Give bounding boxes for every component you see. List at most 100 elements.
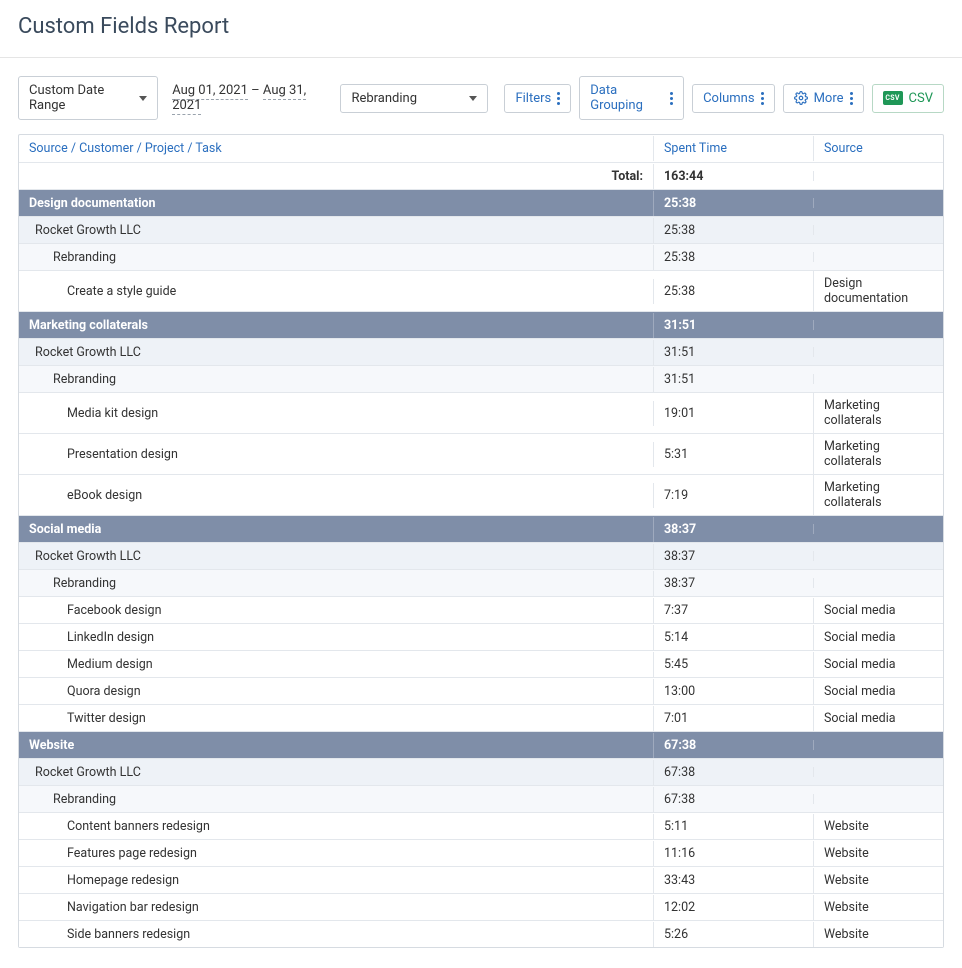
row-time: 25:38 [653,191,813,216]
task-row[interactable]: Media kit design19:01Marketing collatera… [19,392,943,433]
row-time: 12:02 [653,895,813,920]
total-source [813,171,943,181]
task-row[interactable]: Side banners redesign5:26Website [19,920,943,947]
row-name: Medium design [19,652,653,677]
row-source: Website [813,814,943,839]
gear-icon [794,91,808,105]
row-time: 38:37 [653,571,813,596]
date-mode-label: Custom Date Range [29,83,131,113]
row-name: Side banners redesign [19,922,653,947]
col-header-source[interactable]: Source [813,136,943,161]
more-button[interactable]: More [783,84,864,113]
row-time: 11:16 [653,841,813,866]
csv-icon: CSV [883,91,903,105]
row-source [813,252,943,262]
table-header: Source / Customer / Project / Task Spent… [19,135,943,162]
filter-value-select[interactable]: Rebranding [340,84,488,113]
row-time: 33:43 [653,868,813,893]
task-row[interactable]: Twitter design7:01Social media [19,704,943,731]
row-source: Social media [813,598,943,623]
row-source: Design documentation [813,271,943,311]
row-name: Content banners redesign [19,814,653,839]
more-vert-icon [557,92,560,105]
row-name: Features page redesign [19,841,653,866]
filters-label: Filters [515,91,551,106]
row-time: 25:38 [653,245,813,270]
task-row[interactable]: Facebook design7:37Social media [19,596,943,623]
row-name: Navigation bar redesign [19,895,653,920]
task-row[interactable]: eBook design7:19Marketing collaterals [19,474,943,515]
grouping-label: Data Grouping [590,83,664,113]
row-time: 31:51 [653,367,813,392]
more-label: More [814,91,844,106]
more-vert-icon [670,92,673,105]
customer-row[interactable]: Rocket Growth LLC31:51 [19,338,943,365]
task-row[interactable]: Homepage redesign33:43Website [19,866,943,893]
customer-row[interactable]: Rocket Growth LLC38:37 [19,542,943,569]
row-source: Social media [813,679,943,704]
date-mode-select[interactable]: Custom Date Range [18,76,158,120]
row-name: eBook design [19,483,653,508]
row-name: Rocket Growth LLC [19,340,653,365]
row-name: Media kit design [19,401,653,426]
row-name: Website [19,733,653,758]
row-source: Website [813,922,943,947]
row-time: 25:38 [653,218,813,243]
row-source: Social media [813,706,943,731]
group-row[interactable]: Marketing collaterals31:51 [19,311,943,338]
report-table: Source / Customer / Project / Task Spent… [18,134,944,948]
task-row[interactable]: Presentation design5:31Marketing collate… [19,433,943,474]
row-source [813,374,943,384]
page-title: Custom Fields Report [0,0,962,58]
customer-row[interactable]: Rocket Growth LLC67:38 [19,758,943,785]
customer-row[interactable]: Rocket Growth LLC25:38 [19,216,943,243]
data-grouping-button[interactable]: Data Grouping [579,76,684,120]
task-row[interactable]: Create a style guide25:38Design document… [19,270,943,311]
row-time: 7:19 [653,483,813,508]
row-source: Social media [813,652,943,677]
columns-label: Columns [703,91,755,106]
row-time: 7:37 [653,598,813,623]
project-row[interactable]: Rebranding38:37 [19,569,943,596]
col-header-time[interactable]: Spent Time [653,136,813,161]
project-row[interactable]: Rebranding67:38 [19,785,943,812]
filters-button[interactable]: Filters [504,84,571,113]
toolbar: Custom Date Range Aug 01, 2021 – Aug 31,… [0,58,962,134]
row-source [813,794,943,804]
col-header-name[interactable]: Source / Customer / Project / Task [19,136,653,161]
total-row: Total: 163:44 [19,162,943,189]
task-row[interactable]: Features page redesign11:16Website [19,839,943,866]
task-row[interactable]: Navigation bar redesign12:02Website [19,893,943,920]
row-time: 13:00 [653,679,813,704]
row-name: Twitter design [19,706,653,731]
project-row[interactable]: Rebranding25:38 [19,243,943,270]
row-time: 67:38 [653,760,813,785]
group-row[interactable]: Social media38:37 [19,515,943,542]
task-row[interactable]: Medium design5:45Social media [19,650,943,677]
csv-export-button[interactable]: CSV CSV [872,84,944,113]
row-time: 19:01 [653,401,813,426]
project-row[interactable]: Rebranding31:51 [19,365,943,392]
row-time: 67:38 [653,787,813,812]
row-source: Marketing collaterals [813,434,943,474]
task-row[interactable]: LinkedIn design5:14Social media [19,623,943,650]
row-time: 38:37 [653,517,813,542]
columns-button[interactable]: Columns [692,84,775,113]
row-source: Social media [813,625,943,650]
task-row[interactable]: Quora design13:00Social media [19,677,943,704]
row-source [813,320,943,330]
row-name: Rebranding [19,787,653,812]
row-source [813,198,943,208]
chevron-down-icon [139,96,147,101]
group-row[interactable]: Design documentation25:38 [19,189,943,216]
filter-value-label: Rebranding [351,91,417,106]
row-time: 31:51 [653,340,813,365]
group-row[interactable]: Website67:38 [19,731,943,758]
row-source [813,225,943,235]
row-source: Website [813,868,943,893]
row-source: Marketing collaterals [813,393,943,433]
more-vert-icon [761,92,764,105]
task-row[interactable]: Content banners redesign5:11Website [19,812,943,839]
row-time: 5:14 [653,625,813,650]
date-range[interactable]: Aug 01, 2021 – Aug 31, 2021 [172,83,322,113]
